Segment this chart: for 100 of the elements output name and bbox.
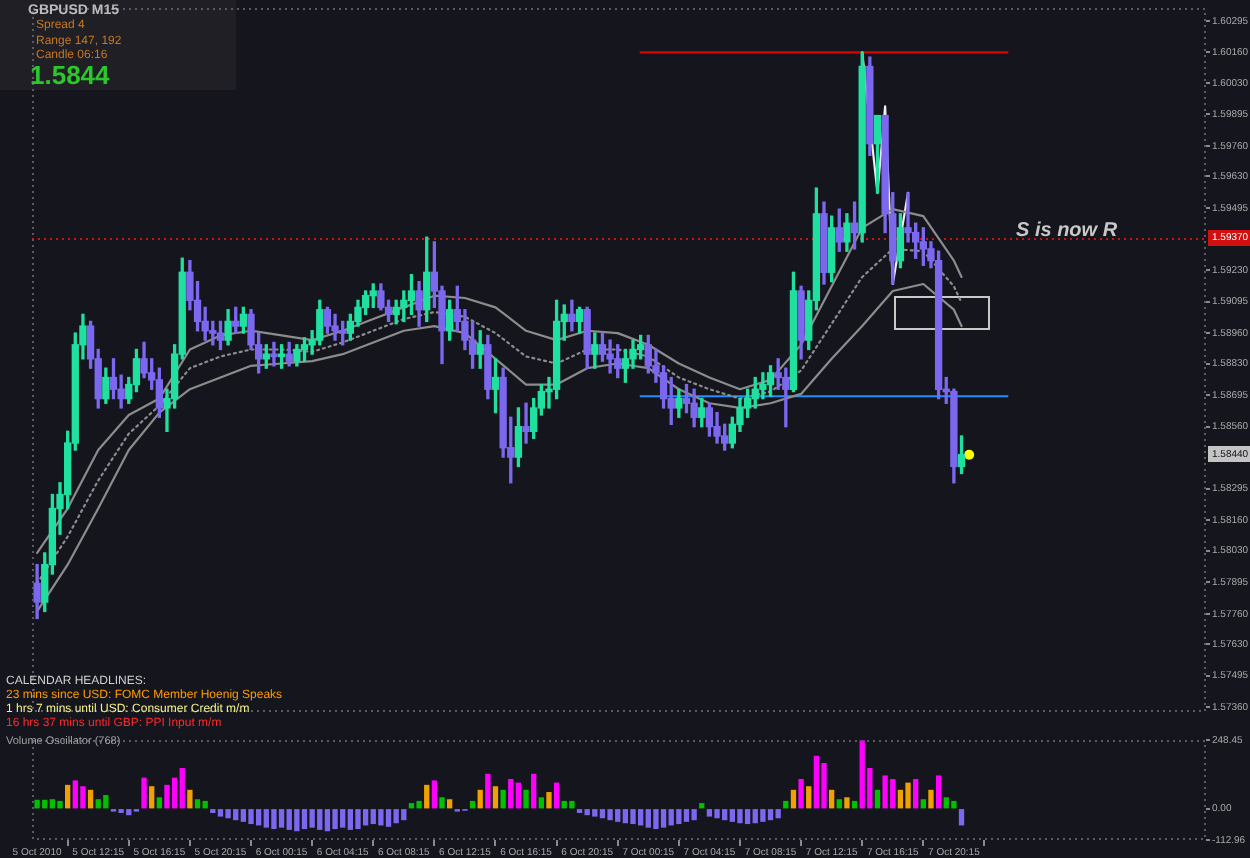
bar	[729, 809, 735, 822]
bar	[324, 809, 331, 832]
bar	[653, 809, 659, 830]
bar	[607, 809, 613, 821]
annotation: 1.5844	[30, 60, 110, 90]
bar	[378, 809, 384, 826]
bar	[958, 809, 965, 826]
bar	[34, 799, 40, 809]
bar	[844, 797, 850, 809]
bar	[278, 809, 285, 828]
bar	[370, 809, 376, 825]
bar	[813, 755, 820, 809]
bar	[584, 809, 590, 816]
bar	[905, 782, 911, 809]
bar	[569, 800, 575, 809]
bar	[439, 797, 445, 809]
bar	[271, 809, 277, 830]
bar	[630, 809, 636, 825]
bar	[592, 809, 598, 817]
bar	[599, 809, 606, 819]
bar	[798, 779, 804, 809]
bar	[485, 773, 491, 809]
bar	[240, 809, 247, 822]
bar	[615, 809, 621, 822]
bar	[217, 809, 224, 817]
bar	[255, 809, 262, 826]
bar	[87, 789, 94, 809]
bar	[538, 797, 544, 809]
bar	[149, 786, 155, 809]
bar	[141, 777, 147, 809]
bar	[836, 799, 842, 809]
bar	[859, 740, 865, 809]
bar	[233, 809, 239, 821]
bar	[752, 809, 758, 824]
bar	[340, 809, 346, 828]
bar	[821, 762, 827, 809]
bar	[64, 784, 71, 809]
bar	[668, 809, 674, 826]
bar	[943, 797, 949, 809]
bar	[722, 809, 728, 821]
bar	[660, 809, 667, 828]
bar	[156, 797, 162, 809]
bar	[72, 780, 78, 809]
bar	[57, 800, 63, 809]
bar	[874, 789, 881, 809]
bar	[332, 809, 338, 830]
bar	[714, 809, 720, 819]
bar	[294, 809, 300, 832]
bar	[80, 786, 86, 809]
bar	[347, 809, 353, 830]
bar	[431, 780, 438, 809]
bar	[622, 809, 629, 824]
bar	[897, 789, 904, 809]
bar	[508, 779, 514, 809]
bar	[362, 809, 369, 826]
bar	[951, 800, 957, 809]
bar	[286, 809, 292, 830]
bar	[225, 809, 231, 819]
bar	[913, 779, 919, 809]
bar	[355, 809, 361, 830]
bar	[775, 809, 781, 819]
bar	[500, 789, 506, 809]
bar	[676, 809, 682, 825]
bar	[317, 809, 323, 830]
bar	[248, 809, 254, 825]
bar	[95, 799, 101, 809]
bar	[401, 809, 407, 821]
bar	[828, 789, 835, 809]
bar	[546, 792, 552, 809]
bar	[553, 782, 560, 809]
bar	[531, 773, 537, 809]
bar	[103, 795, 109, 809]
bar	[385, 809, 392, 827]
bar	[806, 786, 812, 809]
bar	[523, 789, 529, 809]
bar	[691, 809, 697, 821]
bar	[416, 800, 422, 809]
bar	[126, 809, 132, 816]
bar	[492, 786, 499, 809]
bar	[179, 767, 185, 809]
bar	[49, 799, 56, 809]
bar	[194, 799, 201, 809]
bar	[515, 782, 522, 809]
bar	[164, 784, 170, 809]
bar	[263, 809, 269, 828]
bar	[446, 799, 453, 809]
bar	[706, 809, 713, 817]
bar	[309, 809, 315, 828]
bar	[424, 784, 430, 809]
bar	[301, 809, 308, 830]
bar	[882, 775, 888, 809]
bar	[767, 809, 774, 821]
bar	[744, 809, 751, 825]
bar	[637, 809, 644, 826]
bar	[187, 789, 193, 809]
bar	[890, 779, 896, 809]
bar	[645, 809, 651, 828]
bar	[683, 809, 690, 822]
bar	[737, 809, 743, 824]
bar	[393, 809, 399, 824]
